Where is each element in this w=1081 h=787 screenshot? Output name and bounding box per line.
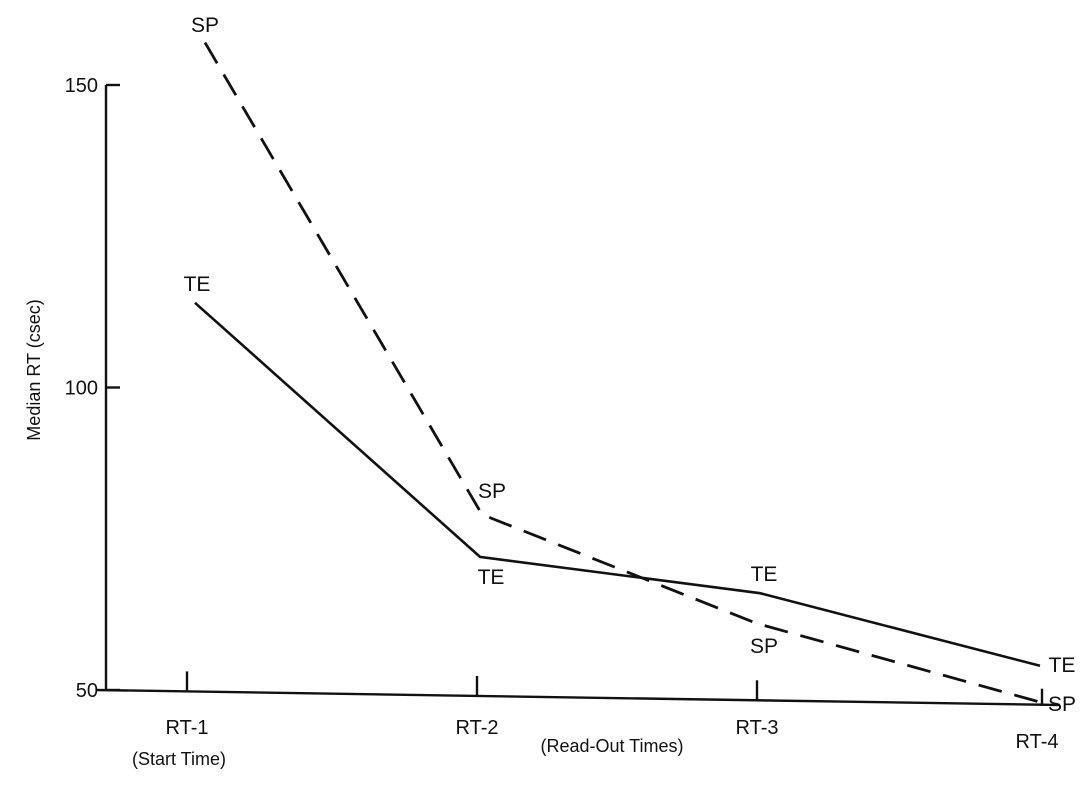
y-tick-label: 50 [76, 680, 98, 702]
x-axis-line [95, 688, 1061, 707]
y-ticks: 50 100 150 [65, 75, 120, 702]
point-label-sp: SP [191, 14, 219, 37]
x-ticks: RT-1 (Start Time) RT-2 RT-3 RT-4 [132, 671, 1059, 769]
point-label-sp: SP [1048, 693, 1076, 716]
x-tick-label: RT-1 [166, 717, 209, 739]
y-tick-label: 150 [65, 75, 98, 97]
axes [95, 85, 1061, 707]
series-line-sp [203, 41, 1041, 704]
series-labels: SP SP SP SP TE TE TE TE [184, 14, 1076, 716]
x-tick-label: RT-2 [456, 717, 499, 739]
point-label-te: TE [478, 566, 505, 589]
x-tick-label: RT-4 [1016, 731, 1059, 753]
point-label-te: TE [751, 563, 778, 586]
point-label-te: TE [1049, 654, 1076, 677]
x-tick-label: RT-3 [736, 717, 779, 739]
y-axis-title: Median RT (csec) [24, 299, 44, 440]
series-group [194, 41, 1041, 704]
point-label-sp: SP [478, 480, 506, 503]
point-label-te: TE [184, 273, 211, 296]
point-label-sp: SP [750, 635, 778, 658]
x-axis-title: (Read-Out Times) [540, 736, 683, 756]
series-line-te [194, 301, 1041, 668]
x-tick-sublabel: (Start Time) [132, 749, 226, 769]
y-tick-label: 100 [65, 378, 98, 400]
